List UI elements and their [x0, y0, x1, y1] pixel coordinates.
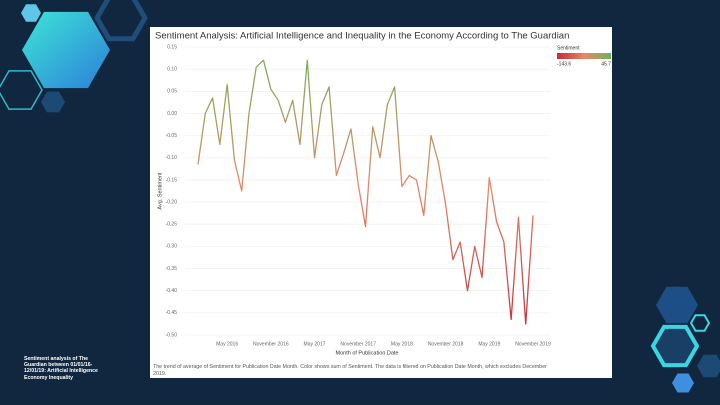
x-tick-label: November 2017	[340, 341, 376, 347]
hexagon	[22, 11, 110, 89]
y-tick-label: 0.15	[167, 44, 177, 50]
legend-max: 45.7	[601, 61, 611, 67]
chart-note: The trend of average of Sentiment for Pu…	[153, 364, 547, 377]
y-tick-label: 0.00	[167, 111, 177, 117]
hexagon	[94, 0, 148, 42]
legend-bar	[557, 53, 611, 59]
y-tick-label: 0.05	[167, 89, 177, 95]
x-tick-label: May 2017	[304, 341, 326, 347]
y-tick-label: -0.15	[166, 177, 178, 183]
y-axis-title: Avg. Sentiment	[157, 172, 163, 210]
chart-title: Sentiment Analysis: Artificial Intellige…	[155, 31, 569, 42]
x-tick-label: May 2018	[391, 341, 413, 347]
y-tick-label: -0.35	[166, 266, 178, 272]
x-tick-label: November 2018	[428, 341, 464, 347]
y-tick-label: -0.40	[166, 288, 178, 294]
y-tick-label: -0.45	[166, 310, 178, 316]
hexagon	[689, 314, 711, 332]
x-tick-label: May 2016	[216, 341, 238, 347]
legend-min: -143.6	[557, 61, 571, 67]
y-tick-label: -0.20	[166, 199, 178, 205]
x-tick-label: May 2019	[478, 341, 500, 347]
y-tick-label: -0.10	[166, 155, 178, 161]
x-tick-label: November 2016	[253, 341, 289, 347]
x-axis-title: Month of Publication Date	[336, 350, 399, 356]
y-tick-label: -0.25	[166, 222, 178, 228]
y-tick-label: -0.50	[166, 332, 178, 338]
y-tick-label: 0.10	[167, 66, 177, 72]
y-tick-label: -0.30	[166, 244, 178, 250]
x-tick-label: November 2019	[515, 341, 551, 347]
hexagon	[650, 324, 700, 368]
hexagon	[0, 70, 43, 110]
hexagon	[672, 373, 694, 393]
hexagon	[656, 286, 698, 324]
chart-card	[150, 27, 612, 378]
hexagon	[21, 4, 41, 22]
hexagon	[41, 91, 65, 113]
legend-title: Sentiment	[557, 45, 580, 51]
hexagon	[697, 354, 720, 378]
y-tick-label: -0.05	[166, 133, 178, 139]
series-line	[197, 59, 534, 325]
slide-caption: Sentiment analysis of The Guardian betwe…	[24, 356, 98, 381]
